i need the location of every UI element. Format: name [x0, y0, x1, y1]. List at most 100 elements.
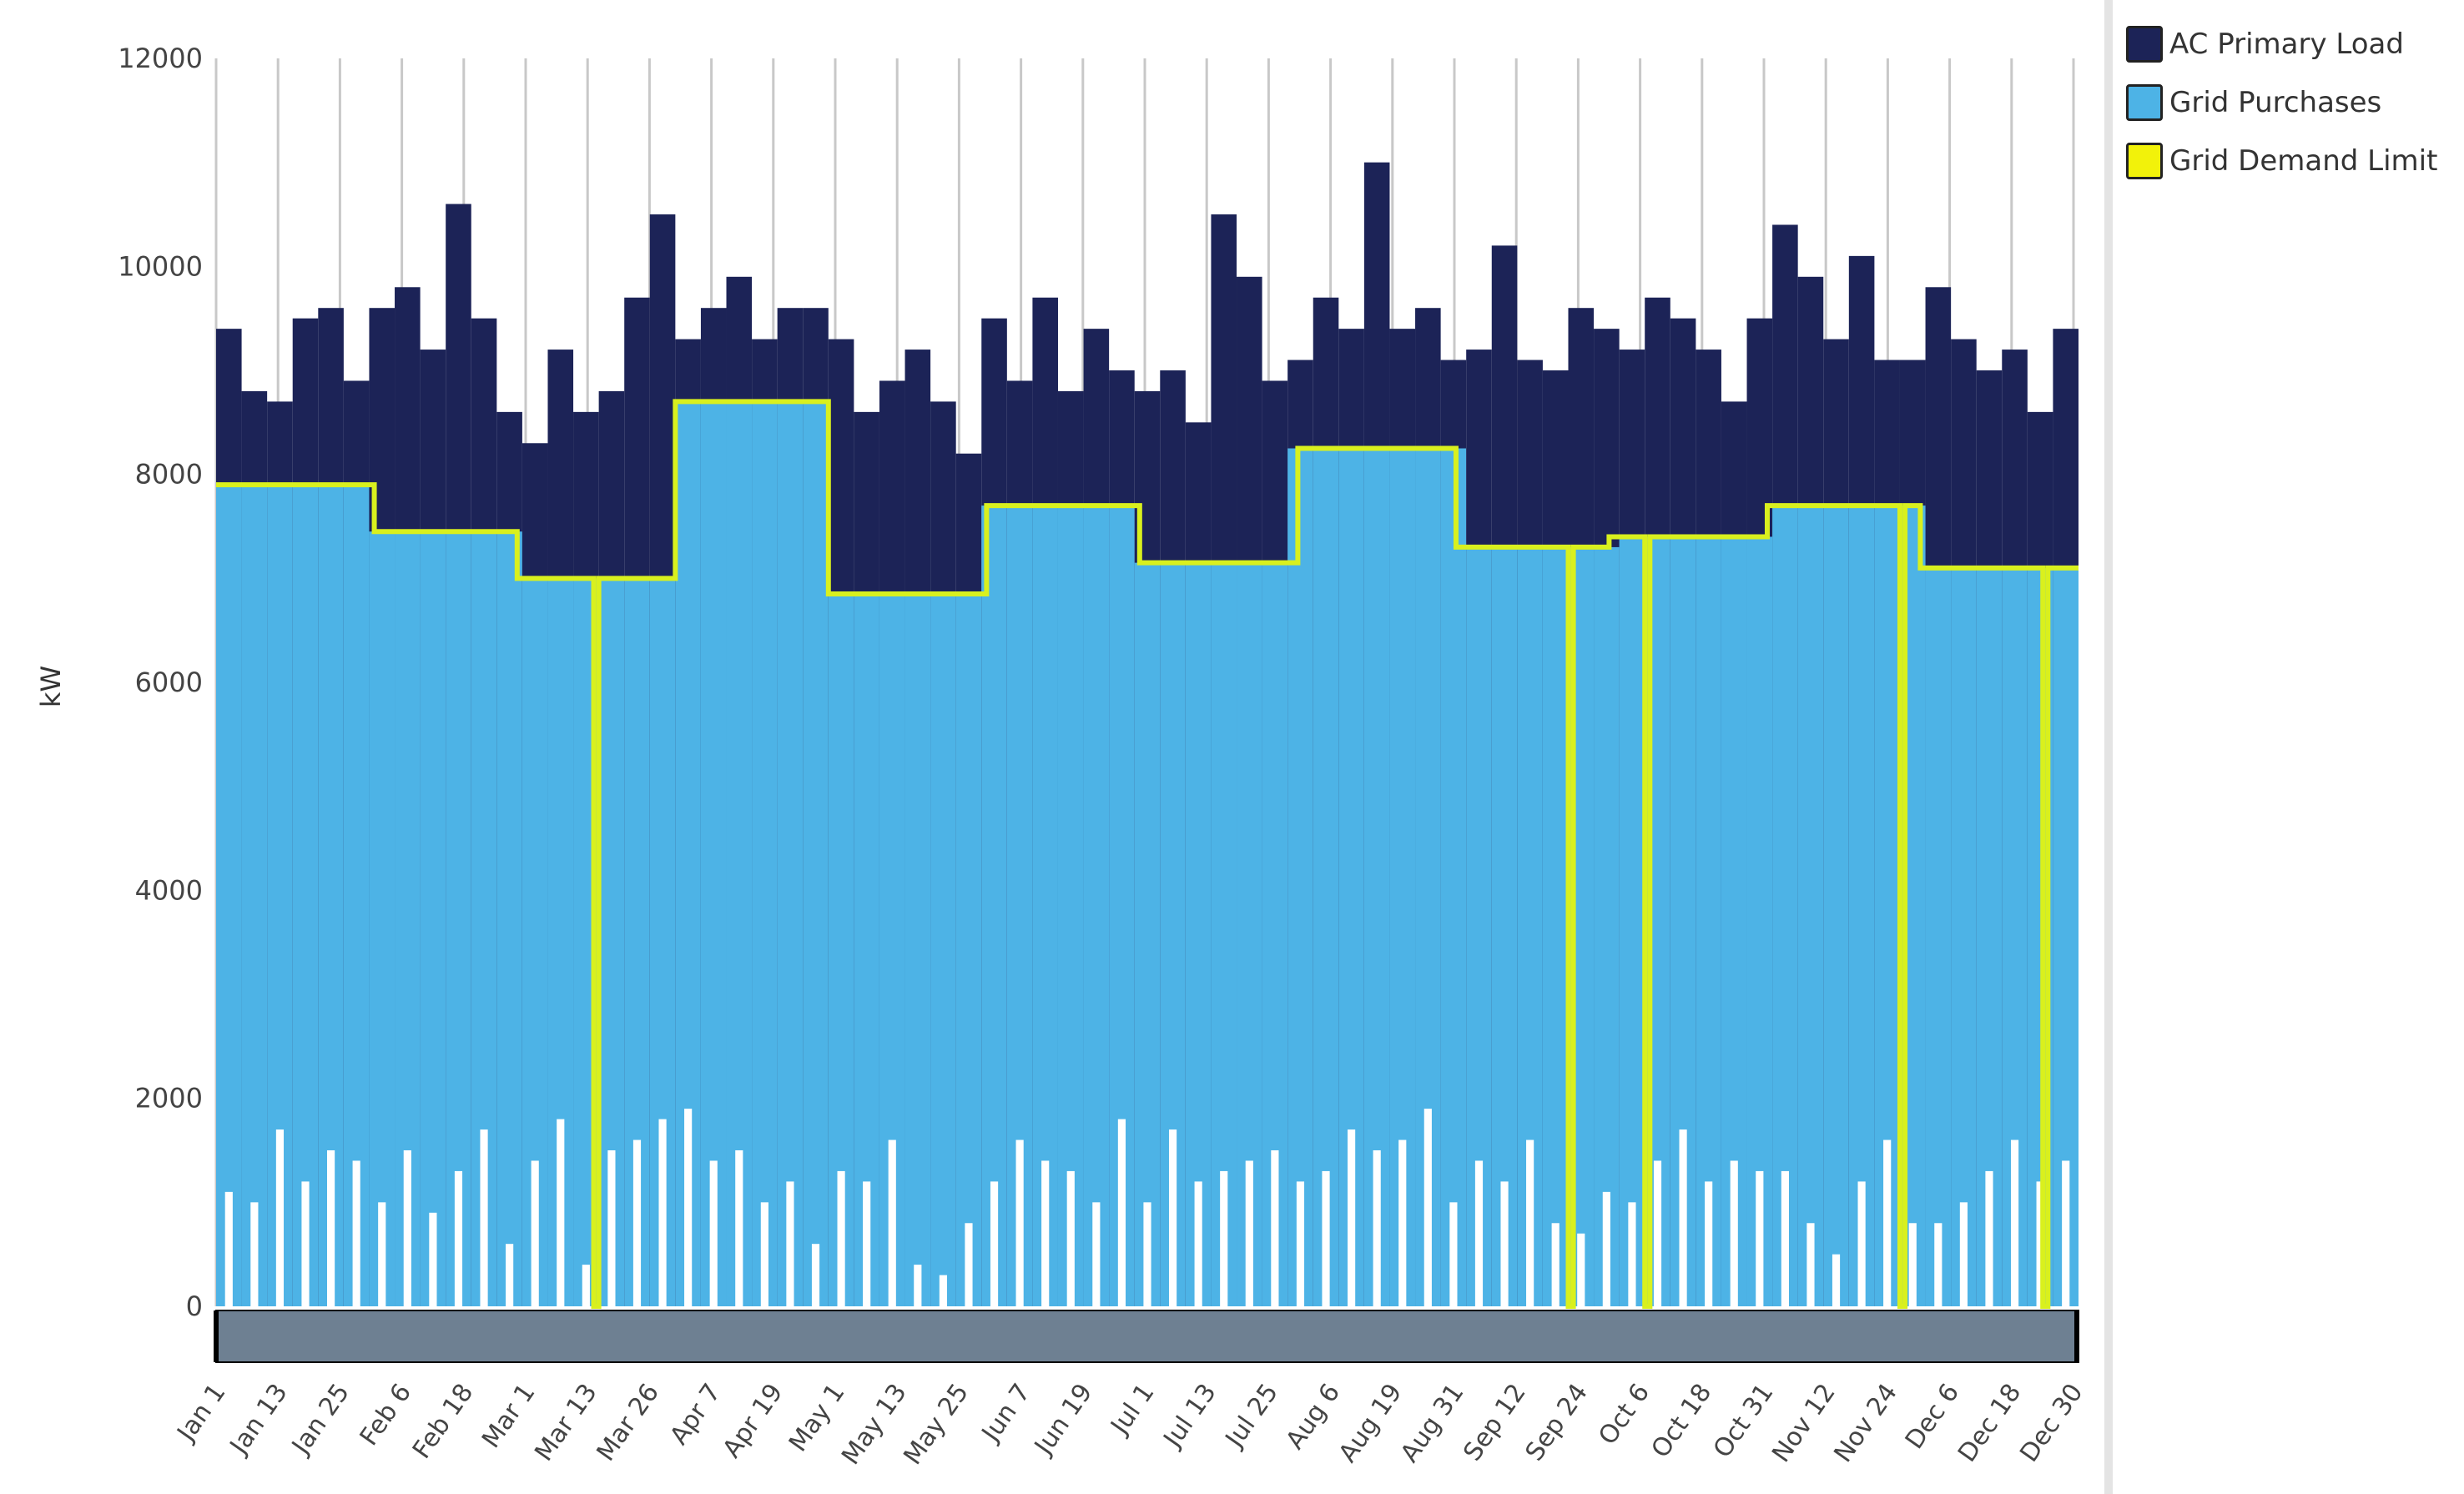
grid-purchase-bar: [1797, 506, 1824, 1306]
low-load-gap: [378, 1202, 386, 1306]
low-load-gap: [1220, 1170, 1228, 1306]
low-load-gap: [1653, 1160, 1662, 1306]
grid-purchase-bar: [216, 485, 242, 1306]
low-load-gap: [1117, 1119, 1126, 1306]
low-load-gap: [1781, 1170, 1789, 1306]
legend: AC Primary Load Grid Purchases Grid Dema…: [2126, 15, 2437, 190]
low-load-gap: [1348, 1129, 1356, 1306]
y-axis-label: kW: [35, 666, 67, 707]
grid-purchase-bar: [1542, 546, 1569, 1306]
y-tick-label: 8000: [135, 459, 203, 490]
x-tick-label: Jan 1: [171, 1379, 232, 1448]
scrollbar-left-handle[interactable]: [214, 1310, 219, 1362]
low-load-gap: [275, 1129, 285, 1306]
low-load-gap: [1959, 1202, 1968, 1306]
x-tick-label: Oct 18: [1646, 1379, 1718, 1464]
low-load-gap: [250, 1202, 259, 1306]
low-load-gap: [888, 1139, 896, 1306]
low-load-gap: [2062, 1160, 2070, 1306]
y-tick-label: 6000: [135, 667, 203, 698]
low-load-gap: [403, 1150, 411, 1306]
y-tick-label: 4000: [135, 874, 203, 906]
low-load-gap: [1730, 1160, 1738, 1306]
grid-purchase-bar: [981, 506, 1007, 1306]
legend-divider: [2104, 0, 2113, 1494]
x-tick-label: Feb 18: [407, 1379, 480, 1465]
grid-purchase-bar: [292, 485, 319, 1306]
x-tick-label: Nov 12: [1766, 1379, 1842, 1468]
grid-purchase-bar: [1823, 506, 1849, 1306]
grid-purchase-bar: [1925, 567, 1952, 1306]
low-load-gap: [557, 1119, 565, 1306]
low-load-gap: [1883, 1139, 1892, 1306]
low-load-gap: [965, 1223, 973, 1306]
low-load-gap: [1806, 1223, 1815, 1306]
x-tick-label: Dec 30: [2014, 1379, 2089, 1468]
x-tick-label: Mar 13: [529, 1379, 603, 1467]
x-tick-label: Jul 1: [1105, 1379, 1161, 1441]
grid-purchase-bar: [904, 594, 931, 1306]
y-tick-label: 0: [186, 1290, 203, 1322]
grid-demand-limit-line: [216, 399, 2079, 1309]
low-load-gap: [1296, 1181, 1305, 1306]
y-tick-label: 2000: [135, 1083, 203, 1114]
legend-item-grid-demand-limit[interactable]: Grid Demand Limit: [2126, 132, 2437, 190]
x-tick-label: Aug 19: [1333, 1379, 1408, 1468]
low-load-gap: [301, 1181, 310, 1306]
grid-purchase-bar: [241, 485, 268, 1306]
x-tick-label: Jan 13: [224, 1379, 294, 1461]
low-load-gap: [1092, 1202, 1101, 1306]
grid-purchase-bar: [1619, 536, 1645, 1306]
legend-item-ac-primary-load[interactable]: AC Primary Load: [2126, 15, 2437, 73]
low-load-gap: [1041, 1160, 1050, 1306]
low-load-gap: [760, 1202, 768, 1306]
low-load-gap: [1602, 1191, 1610, 1306]
legend-item-grid-purchases[interactable]: Grid Purchases: [2126, 73, 2437, 132]
grid-purchase-bar: [1491, 546, 1518, 1306]
low-load-gap: [684, 1109, 693, 1306]
legend-label: Grid Demand Limit: [2169, 144, 2438, 178]
low-load-gap: [224, 1191, 233, 1306]
low-load-gap: [863, 1181, 871, 1306]
grid-purchase-bar: [496, 531, 522, 1306]
grid-purchase-bar: [752, 401, 778, 1306]
low-load-gap: [506, 1244, 514, 1306]
grid-purchase-bar: [1134, 562, 1161, 1306]
low-load-gap: [1577, 1233, 1585, 1306]
low-load-gap: [786, 1181, 794, 1306]
grid-purchase-bar: [1440, 448, 1467, 1306]
x-tick-label: Nov 24: [1828, 1379, 1903, 1468]
low-load-gap: [327, 1150, 335, 1306]
low-load-gap: [1934, 1223, 1942, 1306]
grid-purchase-bar: [777, 401, 804, 1306]
grid-purchase-bar: [1083, 506, 1110, 1306]
x-tick-label: May 25: [898, 1379, 975, 1471]
scrollbar-track[interactable]: [215, 1310, 2079, 1363]
x-tick-label: Aug 31: [1395, 1379, 1470, 1468]
grid-purchase-bar: [1313, 448, 1339, 1306]
low-load-gap: [1857, 1181, 1866, 1306]
legend-swatch: [2126, 143, 2163, 179]
x-tick-label: Jun 7: [975, 1379, 1036, 1449]
scrollbar-right-handle[interactable]: [2074, 1310, 2079, 1362]
grid-purchase-bar: [1951, 567, 1977, 1306]
low-load-gap: [1551, 1223, 1560, 1306]
x-tick-label: May 1: [784, 1379, 851, 1457]
grid-purchase-bar: [1594, 546, 1620, 1306]
low-load-gap: [1245, 1160, 1253, 1306]
low-load-gap: [709, 1160, 718, 1306]
grid-purchase-bar: [955, 594, 982, 1306]
grid-purchase-bar: [930, 594, 956, 1306]
x-tick-label: Sep 24: [1519, 1379, 1593, 1466]
y-tick-label: 12000: [118, 43, 203, 74]
low-load-gap: [1373, 1150, 1381, 1306]
low-load-gap: [480, 1129, 488, 1306]
low-load-gap: [1474, 1160, 1484, 1306]
low-load-gap: [531, 1160, 539, 1306]
grid-purchase-bar: [1287, 448, 1313, 1306]
low-load-gap: [1908, 1223, 1917, 1306]
low-load-gap: [1015, 1139, 1024, 1306]
x-tick-label: Mar 26: [591, 1379, 665, 1467]
x-tick-label: Apr 7: [664, 1379, 727, 1451]
